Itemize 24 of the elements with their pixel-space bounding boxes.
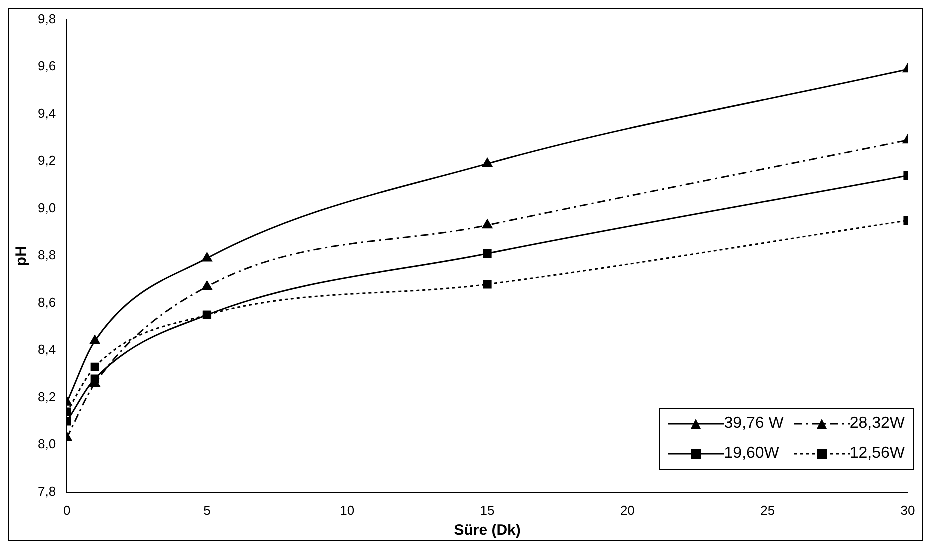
legend-label: 28,32W — [850, 415, 905, 432]
y-tick-label: 9,8 — [38, 11, 56, 26]
x-tick-label: 20 — [620, 502, 635, 518]
y-tick-label: 8,0 — [38, 436, 56, 452]
y-tick-label: 9,0 — [38, 200, 56, 216]
x-tick-label: 25 — [760, 502, 776, 518]
legend-label: 39,76 W — [724, 415, 784, 432]
y-tick-label: 8,8 — [38, 248, 56, 263]
y-tick-label: 9,4 — [38, 106, 56, 121]
y-tick-label: 9,6 — [38, 58, 56, 74]
x-axis-title: Süre (Dk) — [454, 522, 521, 540]
y-tick-label: 9,2 — [38, 153, 56, 168]
x-tick-label: 0 — [63, 502, 71, 518]
y-axis-title: pH — [13, 246, 30, 266]
y-tick-label: 8,4 — [38, 342, 56, 358]
y-tick-label: 8,2 — [38, 389, 56, 404]
x-tick-label: 5 — [204, 502, 211, 518]
y-tick-label: 7,8 — [38, 484, 56, 499]
x-tick-label: 10 — [340, 502, 355, 518]
y-tick-label: 8,6 — [38, 294, 56, 310]
legend-label: 12,56W — [850, 445, 905, 462]
x-tick-label: 15 — [480, 502, 495, 518]
x-tick-label: 30 — [900, 502, 916, 518]
legend-label: 19,60W — [724, 445, 780, 462]
